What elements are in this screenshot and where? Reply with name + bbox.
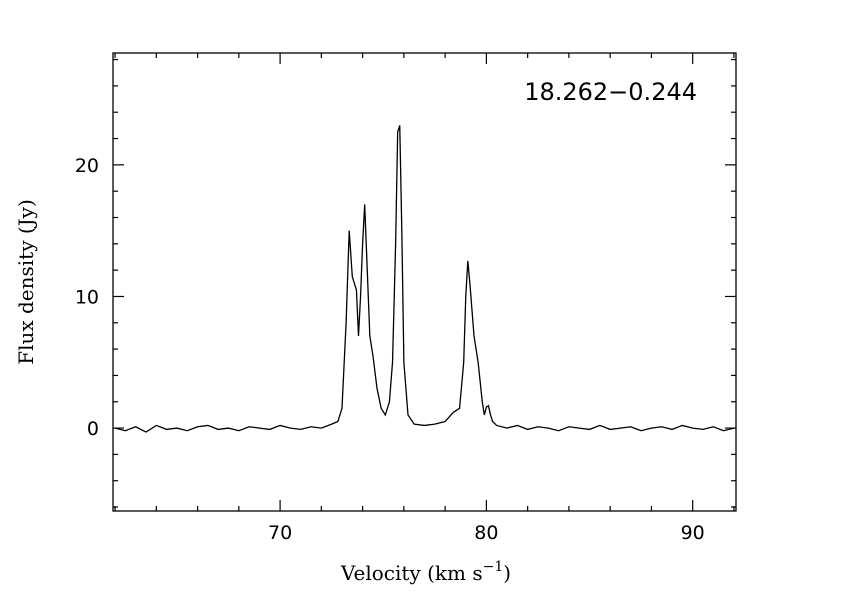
x-tick-label: 80 [474,522,498,544]
y-tick-label: 10 [75,286,99,308]
x-tick-label: 90 [681,522,705,544]
x-axis-label: Velocity (km s−1) [340,559,511,585]
y-tick-label: 20 [75,155,99,177]
source-label: 18.262−0.244 [524,78,697,106]
x-axis-label-close: ) [503,561,511,585]
x-axis-label-exponent: −1 [483,559,504,575]
x-axis-label-main: Velocity (km s [340,561,483,585]
spectrum-line [114,125,735,433]
y-tick-label: 0 [87,418,99,440]
y-axis-label: Flux density (Jy) [14,199,38,365]
x-tick-label: 70 [268,522,292,544]
tick-labels-layer: 70 80 90 0 10 20 [75,155,705,544]
plot-frame [112,52,737,512]
ticks-layer [113,53,736,511]
